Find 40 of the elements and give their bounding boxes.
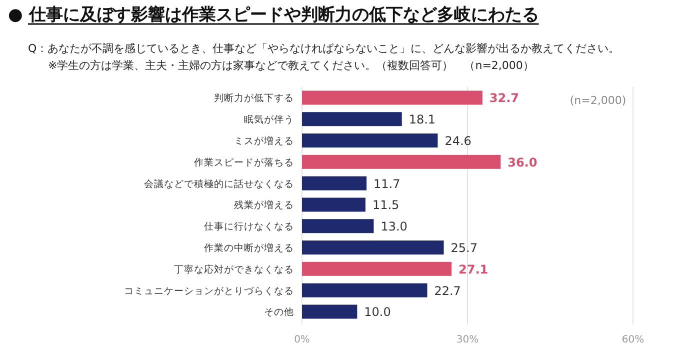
y-tick-label: 残業が増える — [234, 199, 294, 212]
bar — [302, 112, 402, 126]
bar — [302, 90, 482, 105]
y-tick-label: 眠気が伴う — [244, 114, 294, 126]
y-tick-label: 仕事に行けなくなる — [204, 220, 294, 233]
data-label: 11.5 — [372, 198, 400, 212]
text: ※学生の方は学業、主夫・主婦の方は家事などで教えてください。（複数回答可） （n=2,000） — [48, 59, 534, 72]
data-label: 36.0 — [508, 155, 538, 170]
bar — [302, 304, 358, 319]
x-tick-label: 30% — [456, 334, 479, 346]
chart-title: ● 仕事に及ぼす影響は作業スピードや判断力の低下など多岐にわたる — [8, 5, 539, 25]
x-tick-label: 0% — [294, 334, 310, 346]
data-label: 22.7 — [434, 284, 461, 298]
data-label: 11.7 — [374, 176, 400, 191]
y-tick-label: その他 — [264, 306, 294, 318]
bar — [302, 154, 501, 169]
data-label: 18.1 — [408, 112, 436, 127]
bar — [302, 240, 444, 254]
chart-subtitle: Q：あなたが不調を感じているとき、仕事など「やらなければならないこと」に、どんな影響が出るか教えてください。 — [28, 42, 620, 55]
bar — [302, 176, 367, 190]
data-label: 32.7 — [489, 91, 520, 106]
bar — [302, 134, 438, 148]
data-label: 24.6 — [444, 134, 472, 148]
y-tick-label: 判断力が低下する — [214, 92, 294, 104]
data-label: 13.0 — [380, 220, 408, 234]
y-tick-label: 会議などで積極的に話せなくなる — [144, 178, 294, 190]
data-label: 25.7 — [450, 241, 478, 255]
bar — [302, 262, 452, 276]
x-tick-label: 60% — [622, 334, 644, 346]
bar — [302, 219, 374, 234]
y-tick-label: ミスが増える — [234, 135, 294, 147]
y-tick-label: 作業の中断が増える — [203, 242, 294, 254]
data-label: 10.0 — [364, 305, 391, 320]
bar — [302, 283, 428, 298]
data-label: 27.1 — [458, 262, 488, 276]
y-tick-label: コミュニケーションがとりづらくなる — [124, 286, 294, 297]
annotation: (n=2,000) — [570, 94, 626, 107]
bar — [302, 198, 366, 212]
y-tick-label: 作業スピードが落ちる — [193, 156, 294, 168]
y-tick-label: 丁寧な応対ができなくなる — [174, 263, 294, 276]
